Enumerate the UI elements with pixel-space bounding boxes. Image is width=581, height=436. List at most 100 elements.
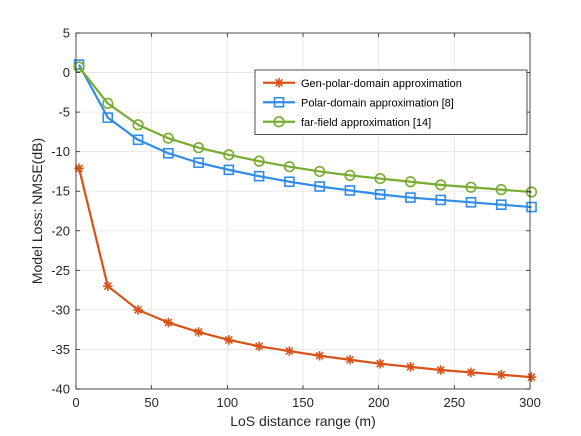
data-point	[525, 186, 538, 198]
data-point	[465, 181, 477, 193]
data-point	[192, 142, 205, 154]
data-point	[465, 196, 477, 208]
data-point	[253, 155, 265, 167]
data-point	[375, 358, 385, 369]
data-point	[132, 134, 144, 146]
y-tick-label: -30	[51, 302, 70, 317]
data-point	[253, 170, 265, 182]
data-point	[374, 189, 386, 200]
asterisk-stroke	[436, 365, 445, 375]
asterisk-stroke	[164, 318, 173, 327]
asterisk-stroke	[345, 355, 354, 364]
legend: Gen-polar-domain approximation Polar-doma…	[254, 69, 528, 135]
data-point	[162, 132, 174, 144]
y-tick-label: -5	[58, 105, 70, 120]
x-tick-label: 200	[368, 395, 390, 410]
series-line	[78, 66, 532, 194]
data-point	[314, 350, 325, 361]
data-point	[344, 185, 356, 196]
data-point	[435, 179, 447, 191]
data-point	[284, 176, 295, 188]
data-point	[224, 335, 234, 345]
asterisk-stroke	[406, 362, 415, 371]
data-point	[435, 365, 446, 375]
x-tick-label: 100	[216, 395, 238, 410]
data-point	[405, 192, 416, 203]
series-line	[77, 168, 532, 379]
series-1	[74, 163, 537, 382]
asterisk-stroke	[527, 373, 536, 382]
data-point	[102, 281, 113, 291]
y-tick-label: -15	[51, 184, 70, 199]
y-tick-label: 0	[63, 65, 70, 80]
asterisk-stroke	[103, 282, 112, 291]
legend-marker	[274, 77, 284, 88]
data-point	[496, 369, 507, 380]
y-tick-label: 5	[63, 26, 70, 41]
series-line	[78, 64, 532, 209]
data-point	[495, 199, 507, 210]
data-point	[435, 194, 447, 206]
y-tick-label: -20	[51, 223, 70, 238]
legend-entry: Gen-polar-domain approximation	[263, 78, 462, 90]
y-tick-label: -25	[51, 263, 70, 278]
data-point	[405, 362, 416, 372]
data-point	[526, 201, 537, 213]
asterisk-stroke	[497, 370, 506, 379]
y-tick-label: -35	[51, 342, 70, 357]
asterisk-stroke	[194, 328, 203, 337]
y-axis-label: Model Loss: NMSE(dB)	[29, 138, 45, 284]
data-point	[466, 367, 476, 378]
data-point	[374, 172, 386, 185]
data-point	[314, 181, 325, 192]
data-point	[526, 372, 537, 382]
asterisk-stroke	[376, 359, 385, 368]
y-tick-label: -10	[51, 144, 70, 159]
y-tick-label: -40	[51, 382, 70, 397]
x-tick-label: 250	[443, 395, 465, 410]
legend-label: Polar-domain approximation [8]	[301, 97, 454, 109]
series-2	[73, 59, 537, 213]
data-point	[133, 305, 143, 315]
legend-label: far-field approximation [14]	[301, 117, 431, 129]
x-tick-label: 50	[144, 395, 158, 410]
asterisk-stroke	[315, 351, 324, 360]
legend-box	[254, 69, 528, 135]
data-point	[73, 61, 85, 73]
asterisk-stroke	[75, 164, 84, 173]
legend-label: Gen-polar-domain approximation	[301, 78, 462, 90]
data-point	[163, 317, 174, 328]
x-tick-label: 150	[292, 395, 314, 410]
asterisk-stroke	[255, 342, 264, 351]
asterisk-stroke	[285, 347, 294, 356]
series-layer	[73, 59, 538, 382]
legend-entry: Polar-domain approximation [8]	[263, 96, 454, 109]
data-point	[163, 147, 174, 159]
data-point	[223, 164, 235, 176]
data-point	[132, 119, 144, 131]
x-tick-label: 300	[519, 395, 541, 410]
asterisk-stroke	[224, 335, 233, 344]
data-point	[193, 327, 204, 337]
asterisk-stroke	[274, 78, 284, 87]
data-point	[223, 149, 235, 161]
axis-ticks: 0 50 100 150 200 250 30050-5-10-15-20-25-30-35…	[51, 26, 541, 411]
data-point	[102, 97, 114, 110]
data-point	[345, 354, 355, 365]
asterisk-stroke	[134, 305, 143, 314]
data-point	[193, 157, 204, 169]
x-tick-label: 0	[72, 395, 79, 410]
data-point	[283, 161, 295, 173]
legend-entry: far-field approximation [14]	[263, 116, 431, 129]
data-point	[404, 176, 417, 188]
data-point	[495, 184, 507, 196]
asterisk-stroke	[466, 368, 476, 377]
data-point	[314, 165, 326, 178]
data-point	[284, 346, 295, 356]
legend-marker	[273, 96, 285, 108]
legend-marker	[273, 116, 285, 128]
data-point	[102, 112, 114, 123]
x-axis-label: LoS distance range (m)	[230, 413, 376, 429]
series-3	[73, 61, 538, 198]
